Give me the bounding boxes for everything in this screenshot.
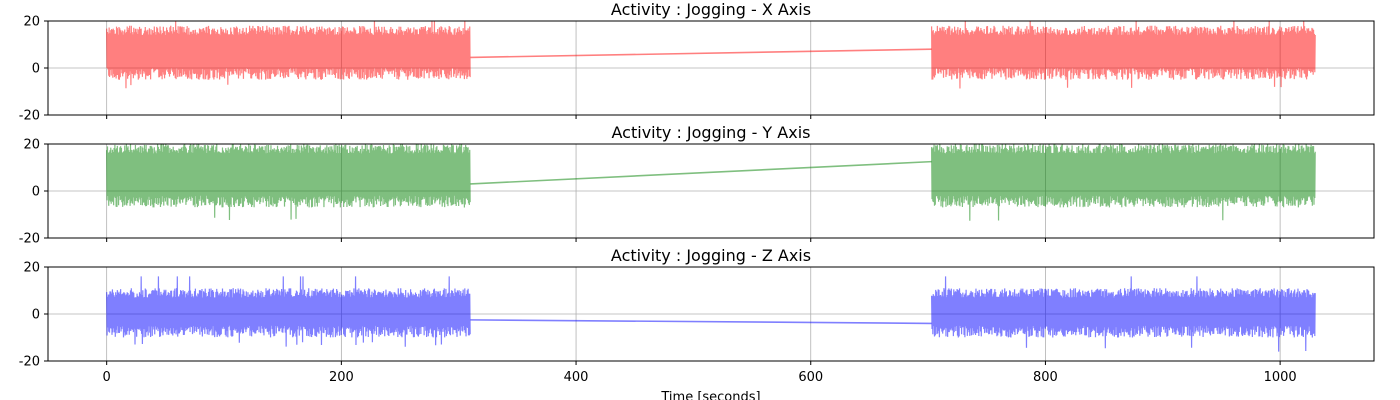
signal-segment-2: [931, 276, 1316, 352]
series-group: [106, 21, 1316, 89]
panel-1: 20 0 -20 Activity : Jogging - X Axis: [19, 0, 1375, 124]
x-tick-label: 1000: [1264, 370, 1297, 385]
gap-connector-line: [470, 48, 932, 59]
gap-connector-line: [470, 319, 932, 325]
y-tick-label: 0: [32, 62, 40, 77]
signal-segment-2: [931, 144, 1316, 221]
signal-segment-2: [931, 21, 1316, 89]
x-tick-label: 0: [103, 370, 111, 385]
signal-segment-1: [106, 276, 471, 347]
gap-connector-line: [470, 160, 932, 185]
panel-title: Activity : Jogging - X Axis: [611, 0, 811, 19]
y-tick-label: 20: [23, 138, 40, 153]
x-tick-label: 200: [329, 370, 354, 385]
panel-title: Activity : Jogging - Z Axis: [611, 246, 811, 265]
y-tick-label: 20: [23, 15, 40, 30]
y-tick-label: -20: [19, 232, 40, 247]
signal-segment-1: [106, 21, 471, 89]
panel-2: 20 0 -20 Activity : Jogging - Y Axis: [19, 123, 1375, 247]
panel-title: Activity : Jogging - Y Axis: [612, 123, 811, 142]
y-tick-label: -20: [19, 109, 40, 124]
y-tick-label: 20: [23, 261, 40, 276]
series-group: [106, 144, 1316, 221]
y-tick-label: 0: [32, 308, 40, 323]
x-tick-label: 600: [798, 370, 823, 385]
series-group: [106, 276, 1316, 352]
y-tick-label: 0: [32, 185, 40, 200]
x-tick-label: 800: [1033, 370, 1058, 385]
signal-segment-1: [106, 144, 471, 221]
x-axis-label: Time [seconds]: [660, 390, 760, 400]
y-tick-label: -20: [19, 355, 40, 370]
x-tick-label: 400: [564, 370, 589, 385]
